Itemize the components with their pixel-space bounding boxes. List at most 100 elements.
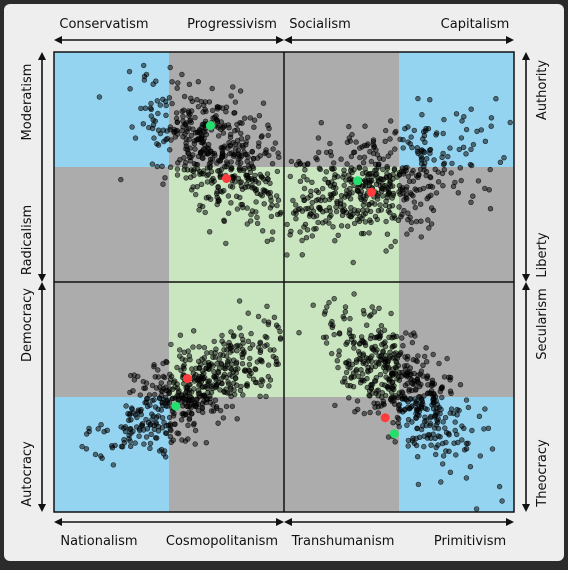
scatter-point [179, 71, 185, 78]
scatter-point [342, 304, 349, 310]
scatter-point [392, 146, 398, 152]
scatter-point [229, 403, 236, 410]
scatter-point [475, 178, 482, 184]
scatter-point [208, 408, 215, 414]
scatter-point [317, 204, 323, 211]
scatter-point [415, 95, 421, 102]
scatter-point [169, 395, 176, 401]
scatter-point [215, 124, 221, 131]
zone-top-left-1-1 [169, 167, 285, 283]
scatter-point [163, 430, 169, 436]
scatter-point [186, 403, 193, 410]
scatter-point [241, 149, 247, 155]
scatter-point [290, 210, 297, 216]
marker-green-bottom-right [389, 429, 399, 439]
scatter-point [216, 198, 222, 204]
scatter-point [194, 129, 201, 136]
scatter-point [422, 139, 428, 146]
scatter-point [459, 437, 465, 443]
scatter-point [264, 238, 270, 245]
scatter-point [248, 218, 254, 224]
scatter-point [200, 155, 206, 162]
scatter-point [443, 439, 449, 446]
scatter-point [414, 400, 420, 406]
scatter-point [420, 423, 426, 429]
scatter-point [400, 145, 406, 151]
scatter-point [432, 166, 438, 173]
scatter-point [357, 380, 364, 386]
scatter-point [391, 167, 398, 173]
scatter-point [168, 137, 174, 143]
scatter-point [234, 348, 240, 354]
scatter-point [329, 350, 335, 357]
scatter-point [486, 187, 492, 193]
scatter-point [411, 440, 418, 446]
scatter-point [396, 171, 403, 178]
scatter-point [401, 394, 407, 400]
scatter-point [310, 302, 316, 308]
scatter-point [200, 146, 207, 152]
scatter-point [346, 123, 352, 130]
scatter-point [191, 420, 197, 427]
scatter-point [172, 421, 178, 427]
points-bottom-right [296, 291, 505, 512]
scatter-point [185, 348, 191, 354]
scatter-point [181, 107, 187, 113]
scatter-point [424, 196, 430, 202]
scatter-point [147, 440, 154, 447]
scatter-point [307, 211, 313, 217]
scatter-point [331, 174, 338, 181]
scatter-point [369, 304, 375, 310]
scatter-point [166, 390, 173, 396]
scatter-point [155, 428, 162, 434]
label-cosmopolitanism: Cosmopolitanism [166, 534, 278, 549]
scatter-point [338, 223, 345, 229]
scatter-point [121, 425, 127, 431]
scatter-point [185, 422, 191, 428]
label-nationalism: Nationalism [60, 534, 137, 549]
scatter-point [423, 345, 429, 351]
scatter-point [383, 248, 389, 254]
scatter-point [237, 88, 244, 94]
scatter-point [404, 231, 410, 237]
scatter-point [159, 163, 165, 170]
scatter-point [234, 127, 241, 133]
scatter-point [299, 252, 305, 258]
scatter-point [332, 402, 338, 409]
scatter-point [167, 64, 173, 71]
scatter-point [335, 232, 341, 239]
scatter-point [98, 422, 104, 428]
scatter-point [349, 131, 355, 138]
scatter-point [390, 171, 396, 178]
scatter-point [211, 338, 217, 345]
scatter-point [293, 162, 300, 168]
scatter-point [235, 366, 241, 372]
scatter-point [370, 150, 377, 157]
scatter-point [199, 140, 206, 146]
scatter-point [375, 387, 381, 393]
scatter-point [255, 313, 262, 320]
scatter-point [381, 340, 387, 347]
scatter-point [228, 131, 234, 138]
label-radicalism: Radicalism [20, 205, 35, 275]
scatter-point [217, 387, 223, 393]
scatter-point [181, 412, 187, 418]
axis-labels: Conservatism Progressivism Socialism Cap… [20, 17, 550, 549]
scatter-point [391, 383, 397, 389]
scatter-point [190, 126, 196, 132]
scatter-point [220, 130, 227, 136]
scatter-point [192, 427, 199, 434]
scatter-point [237, 179, 243, 186]
scatter-point [238, 130, 244, 137]
scatter-point [322, 197, 328, 203]
scatter-point [150, 117, 156, 123]
scatter-point [211, 150, 218, 157]
scatter-point [219, 380, 225, 387]
scatter-point [200, 384, 206, 390]
scatter-point [247, 169, 254, 176]
scatter-point [126, 417, 132, 423]
scatter-point [455, 439, 461, 446]
scatter-point [149, 411, 155, 417]
scatter-point [167, 147, 173, 153]
scatter-point [267, 180, 273, 187]
